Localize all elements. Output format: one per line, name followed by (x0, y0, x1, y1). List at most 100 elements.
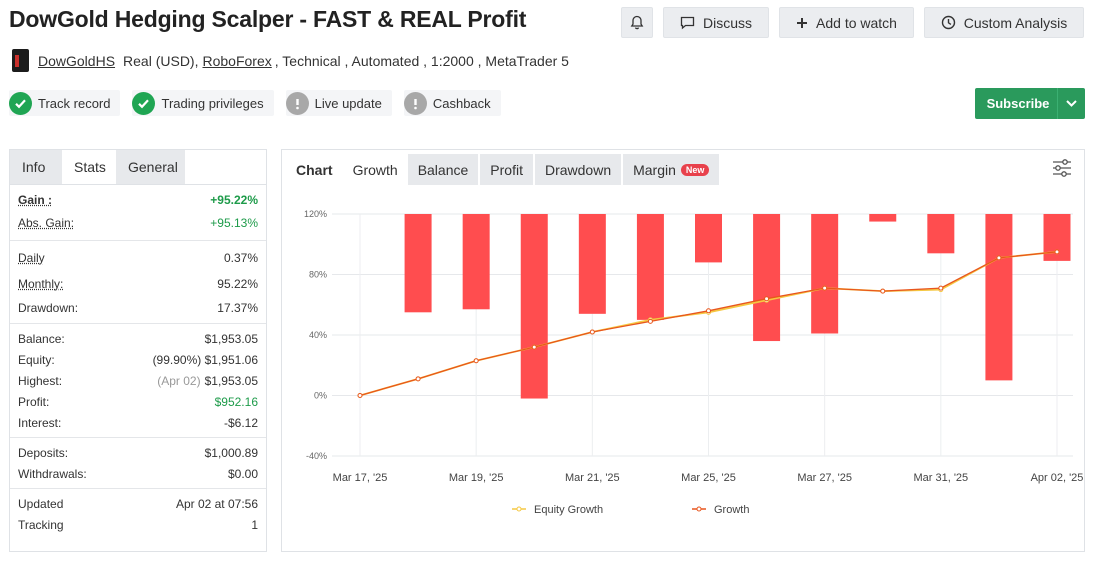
balance-group: Balance: $1,953.05 Equity: (99.90%) $1,951… (10, 324, 266, 438)
sliders-icon[interactable] (1052, 159, 1072, 177)
tracking-label: Tracking (18, 517, 64, 532)
data-point (357, 393, 363, 398)
exclamation-icon (403, 91, 427, 115)
x-tick-label: Mar 19, '25 (449, 472, 504, 484)
equity-label: Equity: (18, 352, 55, 367)
data-point (764, 296, 770, 302)
new-badge: New (680, 163, 710, 176)
chart-bar (578, 214, 606, 314)
system-meta: DowGoldHS Real (USD), RoboForex , Techni… (12, 49, 569, 72)
tracking-value: 1 (251, 517, 258, 532)
data-point (822, 285, 828, 291)
badge-trading-privileges: Trading privileges (132, 90, 274, 116)
daily-label[interactable]: Daily (18, 251, 45, 265)
gain-group: Gain : +95.22% Abs. Gain: +95.13% (10, 185, 266, 241)
data-point (531, 344, 537, 350)
interest-value: -$6.12 (223, 415, 258, 430)
gain-label[interactable]: Gain : (18, 192, 53, 207)
rate-group: Daily 0.37% Monthly: 95.22% Drawdown: 17.37… (10, 241, 266, 324)
chart-bar (636, 214, 664, 320)
legend-marker (516, 506, 522, 512)
balance-label: Balance: (18, 331, 65, 346)
verification-badges: Track record Trading privileges Live upd… (9, 90, 501, 116)
x-tick-label: Mar 31, '25 (913, 472, 968, 484)
tab-margin-label: Margin (633, 161, 676, 178)
updated-label: Updated (18, 496, 64, 511)
broker-link[interactable]: RoboForex (202, 52, 272, 69)
profit-label: Profit: (18, 394, 50, 409)
data-point (589, 329, 595, 335)
x-tick-label: Mar 21, '25 (565, 472, 620, 484)
abs-gain-value: +95.13% (210, 216, 258, 230)
highest-date: (Apr 02) (157, 373, 201, 388)
legend-label: Growth (714, 504, 749, 516)
profit-value: $952.16 (214, 394, 258, 409)
clock-icon (941, 15, 955, 30)
discuss-label: Discuss (702, 14, 752, 31)
chart-tabs: Chart Growth Balance Profit Drawdown Mar… (282, 150, 1084, 186)
data-point (880, 288, 886, 294)
chart-bar (927, 214, 955, 254)
notification-button[interactable] (621, 7, 653, 38)
monthly-label[interactable]: Monthly: (18, 276, 64, 291)
highest-value: $1,953.05 (204, 373, 258, 388)
y-tick-label: 120% (304, 209, 327, 219)
legend-label: Equity Growth (534, 504, 603, 516)
deposits-group: Deposits: $1,000.89 Withdrawals: $0.00 (10, 438, 266, 489)
stats-panel: Info Stats General Gain : +95.22% Abs. Ga… (9, 149, 267, 552)
add-to-watch-button[interactable]: Add to watch (779, 7, 914, 38)
abs-gain-label[interactable]: Abs. Gain: (18, 216, 75, 230)
deposits-value: $1,000.89 (204, 445, 258, 460)
tab-chart[interactable]: Chart (286, 154, 343, 185)
page-title: DowGold Hedging Scalper - FAST & REAL Pr… (9, 6, 527, 32)
drawdown-value: 17.37% (217, 300, 258, 315)
highest-label: Highest: (18, 373, 63, 388)
updated-group: Updated Apr 02 at 07:56 Tracking 1 (10, 489, 266, 539)
badge-label: Track record (38, 95, 111, 111)
legend-marker (696, 506, 702, 512)
deposits-label: Deposits: (18, 445, 69, 460)
tab-drawdown[interactable]: Drawdown (534, 154, 622, 185)
monthly-value: 95.22% (217, 276, 258, 291)
data-point (706, 308, 711, 314)
discuss-button[interactable]: Discuss (663, 7, 769, 38)
chart-bar (811, 214, 839, 334)
data-point (647, 318, 653, 324)
equity-value: $1,951.06 (204, 352, 258, 367)
data-point (938, 285, 944, 291)
badge-track-record: Track record (9, 90, 121, 116)
data-point (1054, 249, 1060, 255)
tab-profit[interactable]: Profit (480, 154, 533, 185)
chart-panel: Chart Growth Balance Profit Drawdown Mar… (281, 149, 1085, 552)
data-point (996, 255, 1002, 261)
add-to-watch-label: Add to watch (816, 14, 897, 31)
tab-info[interactable]: Info (10, 150, 62, 184)
subscribe-button[interactable]: Subscribe (975, 88, 1085, 119)
x-tick-label: Mar 17, '25 (333, 472, 388, 484)
check-icon (9, 91, 32, 115)
tab-margin[interactable]: Margin New (623, 154, 720, 185)
chart-bar (985, 214, 1013, 381)
chevron-down-icon[interactable] (1057, 88, 1085, 119)
tab-stats[interactable]: Stats (62, 150, 116, 184)
tab-balance[interactable]: Balance (407, 154, 479, 185)
exclamation-icon (285, 91, 309, 115)
badge-label: Live update (314, 95, 382, 111)
chart-bar (753, 214, 781, 342)
interest-label: Interest: (18, 415, 62, 430)
data-point (473, 358, 479, 364)
chart-bar (404, 214, 432, 313)
tab-growth[interactable]: Growth (342, 154, 408, 185)
x-tick-label: Mar 27, '25 (797, 472, 852, 484)
balance-value: $1,953.05 (204, 331, 258, 346)
x-tick-label: Apr 02, '25 (1031, 472, 1084, 484)
custom-analysis-button[interactable]: Custom Analysis (924, 7, 1084, 38)
badge-cashback: Cashback (403, 90, 501, 116)
account-type: Real (USD), (123, 52, 199, 69)
tab-general[interactable]: General (116, 150, 185, 184)
equity-percent: (99.90%) (152, 352, 202, 367)
plus-icon (797, 17, 808, 28)
author-link[interactable]: DowGoldHS (38, 52, 116, 69)
badge-label: Trading privileges (161, 95, 264, 111)
growth-chart: 120% 80% 40% 0% -40% Mar 17, '25 Mar 19, '25 Ma… (304, 209, 1084, 516)
